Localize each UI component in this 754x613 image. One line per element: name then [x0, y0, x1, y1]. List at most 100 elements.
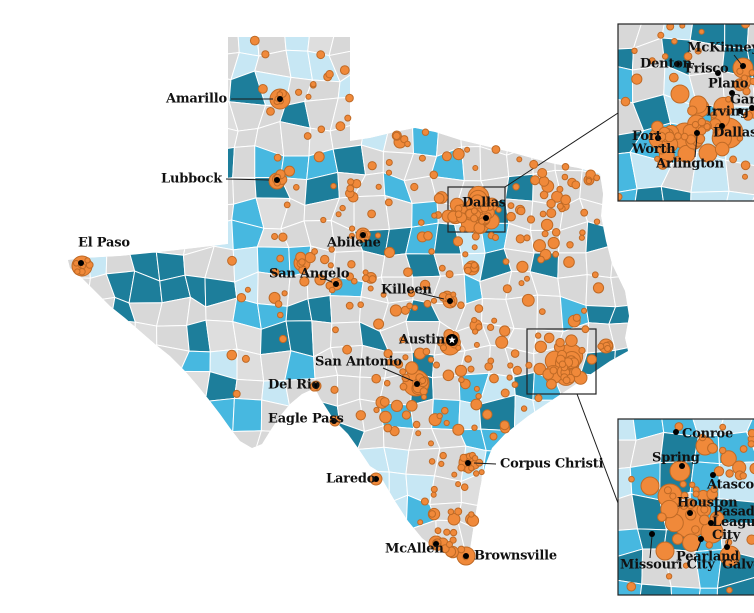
county-cell: [531, 553, 565, 562]
county-cell: [554, 144, 589, 172]
city-bubble: [674, 155, 681, 162]
county-cell: [535, 50, 567, 75]
city-bubble: [547, 236, 560, 250]
city-bubble: [367, 209, 377, 219]
county-cell: [82, 400, 115, 432]
city-bubble: [405, 361, 419, 375]
city-bubble: [447, 512, 461, 526]
city-bubble: [278, 232, 288, 242]
pearland-leader-line: [696, 540, 702, 552]
county-cell: [564, 572, 591, 597]
city-bubble: [473, 341, 480, 348]
city-bubble: [540, 218, 554, 232]
county-cell: [179, 37, 210, 57]
county-cell: [282, 450, 317, 482]
killeen-dot: [447, 298, 453, 304]
county-cell: [203, 505, 241, 524]
city-bubble: [320, 216, 327, 224]
county-cell: [255, 430, 284, 452]
city-bubble: [303, 132, 312, 140]
county-cell: [579, 471, 611, 497]
county-cell: [158, 96, 187, 130]
county-cell: [257, 477, 291, 507]
city-bubble: [431, 212, 438, 219]
county-cell: [562, 494, 581, 525]
city-bubble: [451, 471, 458, 478]
city-bubble: [258, 84, 268, 94]
city-bubble: [563, 256, 575, 268]
corpus-christi-dot: [465, 460, 471, 466]
city-bubble: [525, 361, 533, 369]
city-bubble: [571, 367, 582, 378]
county-cell: [234, 522, 264, 548]
county-cell: [736, 197, 754, 232]
county-cell: [88, 69, 114, 104]
county-cell: [208, 37, 240, 57]
city-bubble: [342, 344, 353, 355]
city-bubble: [313, 151, 325, 163]
city-bubble: [462, 251, 469, 258]
county-cell: [535, 73, 567, 107]
county-cell: [204, 146, 235, 183]
city-bubble: [311, 248, 319, 255]
county-cell: [107, 37, 132, 56]
county-cell: [661, 228, 684, 252]
county-cell: [68, 222, 88, 251]
county-cell: [133, 321, 158, 358]
county-cell: [68, 378, 84, 406]
city-bubble: [373, 406, 380, 414]
county-cell: [328, 37, 360, 57]
city-bubble: [454, 210, 463, 218]
city-bubble: [489, 373, 499, 384]
county-cell: [503, 475, 535, 505]
city-bubble: [457, 545, 466, 554]
city-bubble: [561, 163, 570, 171]
county-cell: [385, 74, 416, 108]
inset-dfw: [618, 24, 754, 201]
city-bubble: [419, 279, 431, 291]
county-cell: [132, 581, 165, 597]
county-cell: [233, 446, 264, 481]
county-cell: [331, 573, 355, 597]
city-bubble: [526, 215, 536, 224]
city-bubble: [710, 111, 718, 119]
county-cell: [82, 37, 115, 56]
city-bubble: [383, 246, 396, 258]
city-bubble: [345, 301, 354, 310]
city-bubble: [403, 267, 413, 278]
county-cell: [733, 354, 754, 374]
city-bubble: [593, 218, 601, 225]
county-cell: [556, 446, 588, 478]
city-bubble: [367, 161, 377, 171]
city-bubble: [747, 429, 754, 438]
city-bubble: [449, 536, 457, 544]
county-cell: [233, 127, 259, 148]
city-bubble: [654, 155, 661, 162]
city-bubble: [471, 244, 478, 251]
plano-dot: [729, 90, 735, 96]
county-cell: [354, 573, 386, 597]
county-cell: [128, 220, 159, 253]
city-bubble: [666, 24, 675, 31]
county-cell: [236, 571, 263, 597]
pearland-dot: [698, 536, 704, 542]
county-cell: [80, 498, 116, 527]
city-bubble: [310, 81, 317, 88]
county-cell: [428, 45, 462, 74]
city-bubble: [743, 110, 753, 121]
city-bubble: [710, 485, 719, 494]
county-cell: [655, 378, 686, 396]
county-cell: [82, 344, 117, 380]
texas-bubble-map: Amarillo Lubbock El Paso Abilene San Angelo D…: [40, 16, 754, 597]
city-bubble: [421, 394, 427, 400]
houston-inset-dot: [687, 510, 693, 516]
county-cell: [486, 580, 515, 597]
map-canvas: [68, 23, 754, 597]
city-bubble: [271, 268, 280, 277]
city-bubble: [679, 24, 686, 29]
county-cell: [556, 72, 585, 107]
city-bubble: [742, 173, 748, 180]
city-bubble: [506, 374, 513, 381]
county-cell: [79, 195, 110, 226]
city-bubble: [705, 541, 713, 549]
